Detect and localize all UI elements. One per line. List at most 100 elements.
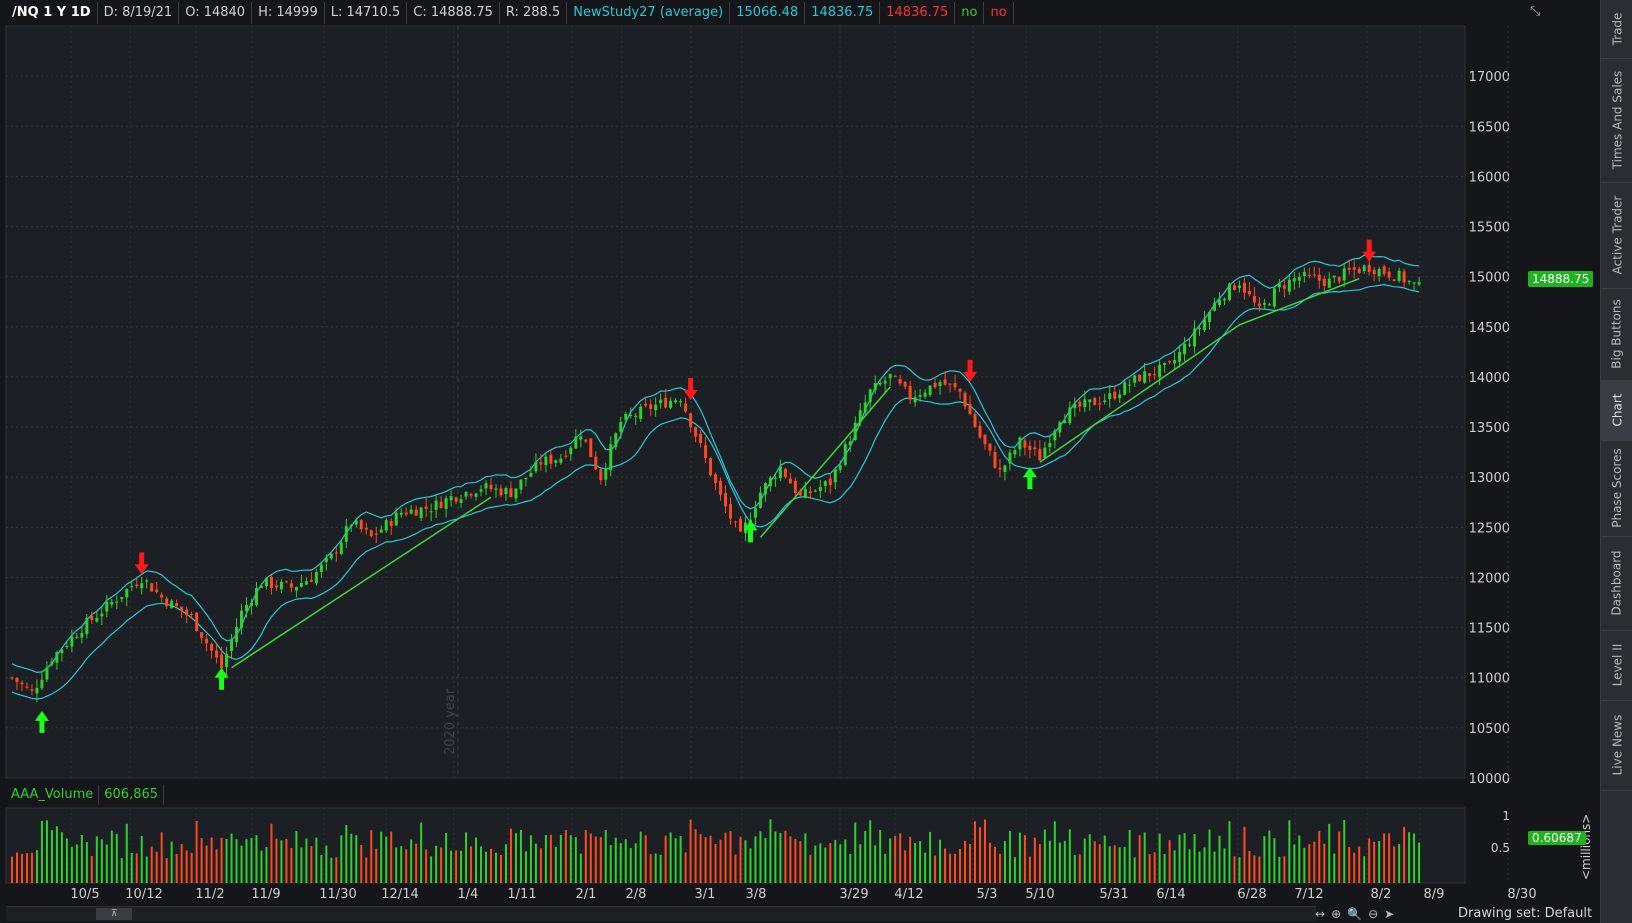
volume-bar bbox=[420, 822, 423, 883]
y-tick-label: 14500 bbox=[1469, 321, 1510, 336]
candle-body bbox=[1058, 422, 1062, 433]
sidebar-tab-level-ii[interactable]: Level II bbox=[1601, 630, 1632, 701]
candle-body bbox=[494, 488, 498, 490]
volume-bar bbox=[834, 839, 837, 883]
candle-body bbox=[235, 627, 239, 643]
candle-body bbox=[694, 427, 698, 437]
candle-body bbox=[903, 381, 907, 387]
candle-body bbox=[130, 586, 134, 588]
trend-line bbox=[231, 496, 492, 669]
pointer-icon[interactable]: ➤ bbox=[1384, 907, 1395, 921]
sidebar-tab-big-buttons[interactable]: Big Buttons bbox=[1601, 288, 1632, 381]
candle-body bbox=[489, 484, 493, 490]
volume-bar bbox=[569, 835, 572, 883]
volume-bar bbox=[514, 833, 517, 883]
volume-bar bbox=[824, 847, 827, 883]
volume-bar bbox=[584, 830, 587, 883]
candle-body bbox=[35, 687, 39, 694]
y-tick-label: 11000 bbox=[1469, 672, 1510, 687]
candle-body bbox=[399, 512, 403, 515]
volume-bar bbox=[400, 846, 403, 883]
sidebar-tab-trade[interactable]: Trade bbox=[1601, 0, 1632, 59]
candle-body bbox=[125, 588, 129, 598]
volume-bar bbox=[15, 852, 18, 883]
symbol-label[interactable]: /NQ 1 Y 1D bbox=[6, 2, 98, 24]
volume-bar bbox=[1023, 835, 1026, 883]
candle-body bbox=[943, 379, 947, 385]
volume-bar bbox=[1068, 829, 1071, 883]
volume-bar bbox=[1298, 835, 1301, 883]
candle-body bbox=[763, 483, 767, 495]
candle-body bbox=[254, 588, 258, 605]
volume-bar bbox=[470, 846, 473, 883]
sidebar-tab-phase-scores[interactable]: Phase Scores bbox=[1601, 440, 1632, 537]
x-tick-label: 7/12 bbox=[1294, 887, 1323, 902]
sidebar-tab-live-news[interactable]: Live News bbox=[1601, 700, 1632, 791]
candle-body bbox=[549, 454, 553, 464]
zoom-out-icon[interactable]: ⊖ bbox=[1368, 907, 1379, 921]
sidebar-tab-label: Dashboard bbox=[1610, 550, 1625, 616]
x-tick-label: 1/4 bbox=[458, 887, 479, 902]
volume-label[interactable]: AAA_Volume bbox=[6, 785, 100, 805]
candle-body bbox=[65, 645, 69, 648]
volume-bar bbox=[1078, 854, 1081, 883]
candle-body bbox=[369, 530, 373, 537]
zoom-in-icon[interactable]: 🔍 bbox=[1347, 907, 1363, 921]
trend-line bbox=[759, 386, 891, 538]
volume-bar bbox=[744, 840, 747, 883]
flag-1: no bbox=[955, 2, 985, 24]
volume-bar bbox=[1273, 838, 1276, 883]
sidebar-tab-chart[interactable]: Chart bbox=[1601, 380, 1632, 441]
candle-body bbox=[479, 489, 483, 492]
candle-body bbox=[1267, 304, 1271, 306]
range-value: R: 288.5 bbox=[500, 2, 568, 24]
candle-body bbox=[1407, 280, 1411, 282]
volume-tag: 0.60687 bbox=[1528, 831, 1586, 845]
sidebar-tab-times-and-sales[interactable]: Times And Sales bbox=[1601, 58, 1632, 183]
sidebar-tab-active-trader[interactable]: Active Trader bbox=[1601, 182, 1632, 289]
volume-bar bbox=[365, 857, 368, 883]
volume-bar bbox=[554, 846, 557, 883]
volume-bar bbox=[1368, 838, 1371, 883]
candle-body bbox=[883, 380, 887, 384]
candle-body bbox=[419, 507, 423, 519]
volume-bar bbox=[160, 832, 163, 883]
candle-body bbox=[1068, 407, 1072, 424]
x-tick-label: 11/30 bbox=[319, 887, 356, 902]
candle-body bbox=[1153, 374, 1157, 376]
volume-bar bbox=[1183, 833, 1186, 883]
volume-bar bbox=[579, 853, 582, 883]
volume-bar bbox=[1008, 830, 1011, 883]
scroll-thumb[interactable]: ⊼ bbox=[96, 908, 132, 920]
horizontal-scrollbar[interactable] bbox=[6, 906, 1316, 921]
candle-body bbox=[594, 456, 598, 470]
study-name[interactable]: NewStudy27 (average) bbox=[567, 2, 731, 24]
collapse-icon[interactable]: ⤡ bbox=[1530, 4, 1541, 19]
volume-bar bbox=[1358, 846, 1361, 883]
volume-bar bbox=[604, 830, 607, 883]
candle-body bbox=[1183, 344, 1187, 355]
candle-body bbox=[454, 497, 458, 502]
volume-bar bbox=[1348, 846, 1351, 883]
candle-body bbox=[10, 677, 14, 679]
crosshair-icon[interactable]: ⊕ bbox=[1331, 907, 1342, 921]
candle-body bbox=[344, 526, 348, 542]
volume-bar bbox=[1373, 841, 1376, 883]
volume-bar bbox=[1283, 856, 1286, 883]
drawing-set-label[interactable]: Drawing set: Default bbox=[1458, 906, 1593, 921]
candle-body bbox=[1347, 267, 1351, 270]
candle-body bbox=[768, 477, 772, 487]
volume-bar bbox=[310, 846, 313, 883]
volume-bar bbox=[714, 843, 717, 883]
x-tick-label: 3/1 bbox=[695, 887, 716, 902]
volume-bar bbox=[624, 839, 627, 883]
pan-icon[interactable]: ↔ bbox=[1315, 907, 1326, 921]
volume-bar bbox=[120, 858, 123, 883]
candle-body bbox=[1128, 384, 1132, 386]
candle-body bbox=[534, 461, 538, 472]
volume-bar bbox=[844, 839, 847, 883]
candle-body bbox=[45, 667, 49, 680]
sidebar-tab-dashboard[interactable]: Dashboard bbox=[1601, 536, 1632, 631]
candle-body bbox=[1287, 279, 1291, 292]
